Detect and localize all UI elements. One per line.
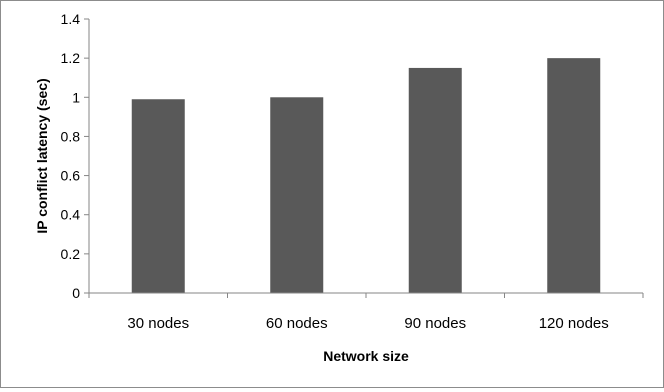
- y-tick-label: 1: [72, 89, 80, 105]
- bar: [547, 58, 601, 294]
- x-tick-label: 30 nodes: [127, 315, 189, 332]
- y-tick-label: 0.2: [61, 246, 81, 262]
- x-tick-label: 90 nodes: [404, 315, 466, 332]
- y-tick-label: 0.6: [61, 168, 81, 184]
- y-tick-label: 0: [72, 285, 80, 301]
- y-tick-label: 0.4: [61, 207, 81, 223]
- y-tick-label: 1.2: [61, 50, 81, 66]
- bar: [408, 67, 462, 293]
- y-tick-label: 0.8: [61, 128, 81, 144]
- y-axis-label: IP conflict latency (sec): [34, 78, 50, 233]
- bars: [131, 58, 601, 294]
- x-tick-label: 60 nodes: [266, 315, 328, 332]
- y-tick-label: 1.4: [61, 11, 81, 27]
- x-axis-label: Network size: [323, 348, 409, 364]
- bar: [131, 99, 185, 293]
- bar: [270, 97, 324, 294]
- x-tick-label: 120 nodes: [539, 315, 609, 332]
- y-axis-ticks: 0 0.2 0.4 0.6 0.8 1 1.2 1.4: [61, 11, 89, 301]
- x-axis-ticks: 30 nodes 60 nodes 90 nodes 120 nodes: [88, 293, 644, 332]
